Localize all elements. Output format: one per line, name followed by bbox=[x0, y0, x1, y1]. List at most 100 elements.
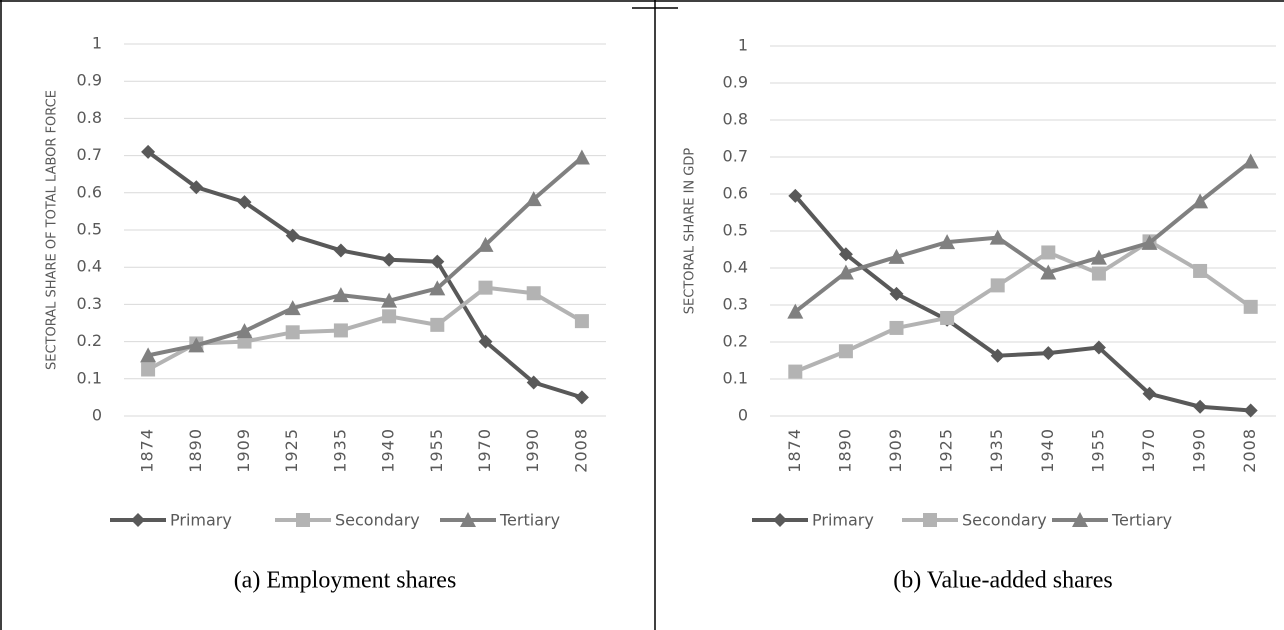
legend-label: Tertiary bbox=[1111, 511, 1172, 530]
marker bbox=[889, 320, 904, 335]
y-tick-label: 0.3 bbox=[723, 295, 748, 314]
y-tick-label: 0.9 bbox=[723, 73, 748, 92]
marker bbox=[888, 248, 905, 264]
marker bbox=[787, 303, 804, 319]
x-tick-label: 1909 bbox=[886, 428, 905, 473]
marker bbox=[990, 348, 1005, 363]
marker bbox=[838, 344, 853, 359]
marker bbox=[1243, 299, 1258, 314]
y-tick-label: 0.5 bbox=[77, 220, 102, 239]
legend-marker bbox=[131, 513, 145, 527]
marker bbox=[382, 309, 397, 324]
marker bbox=[1091, 340, 1106, 355]
y-tick-label: 0.7 bbox=[77, 145, 102, 164]
x-tick-label: 1925 bbox=[937, 428, 956, 473]
marker bbox=[990, 278, 1005, 293]
marker bbox=[1242, 153, 1259, 169]
x-tick-label: 1935 bbox=[987, 428, 1006, 473]
legend-label: Primary bbox=[170, 511, 232, 530]
marker bbox=[430, 254, 445, 269]
marker bbox=[477, 236, 494, 252]
marker bbox=[1243, 403, 1258, 418]
marker bbox=[573, 149, 590, 165]
y-tick-label: 0.4 bbox=[723, 258, 748, 277]
series-line bbox=[147, 155, 584, 358]
y-tick-label: 0.2 bbox=[723, 332, 748, 351]
marker bbox=[237, 195, 252, 210]
x-tick-label: 1925 bbox=[282, 428, 301, 473]
y-tick-label: 0 bbox=[738, 406, 748, 425]
series-line bbox=[147, 285, 583, 372]
marker bbox=[1193, 263, 1208, 278]
marker bbox=[141, 144, 156, 159]
x-tick-label: 1874 bbox=[138, 428, 157, 473]
marker bbox=[141, 362, 156, 377]
y-tick-label: 0.9 bbox=[77, 71, 102, 90]
y-tick-label: 0.2 bbox=[77, 331, 102, 350]
marker bbox=[333, 323, 348, 338]
marker bbox=[989, 229, 1006, 245]
marker bbox=[837, 264, 854, 280]
marker bbox=[939, 234, 956, 250]
marker bbox=[788, 364, 803, 379]
caption: (b) Value-added shares bbox=[893, 568, 1112, 594]
x-tick-label: 1970 bbox=[1139, 428, 1158, 473]
x-tick-label: 1890 bbox=[186, 428, 205, 473]
x-tick-label: 1970 bbox=[475, 428, 494, 473]
legend-marker bbox=[773, 513, 787, 527]
y-tick-label: 0.1 bbox=[77, 368, 102, 387]
y-tick-label: 0 bbox=[92, 406, 102, 425]
legend-label: Primary bbox=[812, 511, 874, 530]
marker bbox=[430, 317, 445, 332]
legend-label: Tertiary bbox=[499, 511, 560, 530]
marker bbox=[429, 280, 446, 296]
y-tick-label: 0.4 bbox=[77, 257, 102, 276]
marker bbox=[333, 243, 348, 258]
marker bbox=[1090, 249, 1107, 265]
marker bbox=[285, 228, 300, 243]
x-tick-label: 2008 bbox=[571, 428, 590, 473]
marker bbox=[574, 314, 589, 329]
x-tick-label: 1935 bbox=[330, 428, 349, 473]
y-tick-label: 0.1 bbox=[723, 369, 748, 388]
marker bbox=[140, 347, 157, 363]
marker bbox=[189, 180, 204, 195]
x-tick-label: 1890 bbox=[835, 428, 854, 473]
y-tick-label: 0.8 bbox=[723, 110, 748, 129]
marker bbox=[236, 323, 253, 339]
legend-marker bbox=[296, 513, 310, 527]
marker bbox=[382, 252, 397, 267]
y-tick-label: 0.3 bbox=[77, 294, 102, 313]
marker bbox=[1142, 386, 1157, 401]
marker bbox=[284, 300, 301, 316]
marker bbox=[526, 286, 541, 301]
marker bbox=[1192, 193, 1209, 209]
y-tick-label: 0.6 bbox=[77, 182, 102, 201]
marker bbox=[940, 310, 955, 325]
y-tick-label: 1 bbox=[92, 34, 102, 53]
x-tick-label: 1955 bbox=[427, 428, 446, 473]
series-line bbox=[794, 239, 1252, 374]
y-tick-label: 0.8 bbox=[77, 108, 102, 127]
marker bbox=[1041, 346, 1056, 361]
marker bbox=[1091, 266, 1106, 281]
marker bbox=[574, 390, 589, 405]
x-tick-label: 2008 bbox=[1240, 428, 1259, 473]
marker bbox=[332, 287, 349, 303]
marker bbox=[478, 334, 493, 349]
marker bbox=[889, 286, 904, 301]
x-tick-label: 1909 bbox=[234, 428, 253, 473]
marker bbox=[526, 375, 541, 390]
x-tick-label: 1955 bbox=[1088, 428, 1107, 473]
x-tick-label: 1940 bbox=[1038, 428, 1057, 473]
marker bbox=[1193, 399, 1208, 414]
y-tick-label: 0.7 bbox=[723, 147, 748, 166]
x-tick-label: 1874 bbox=[785, 428, 804, 473]
marker bbox=[478, 280, 493, 295]
legend-marker bbox=[923, 513, 937, 527]
marker bbox=[1041, 245, 1056, 260]
legend-label: Secondary bbox=[335, 511, 420, 530]
series-line bbox=[793, 194, 1251, 413]
marker bbox=[1040, 264, 1057, 280]
